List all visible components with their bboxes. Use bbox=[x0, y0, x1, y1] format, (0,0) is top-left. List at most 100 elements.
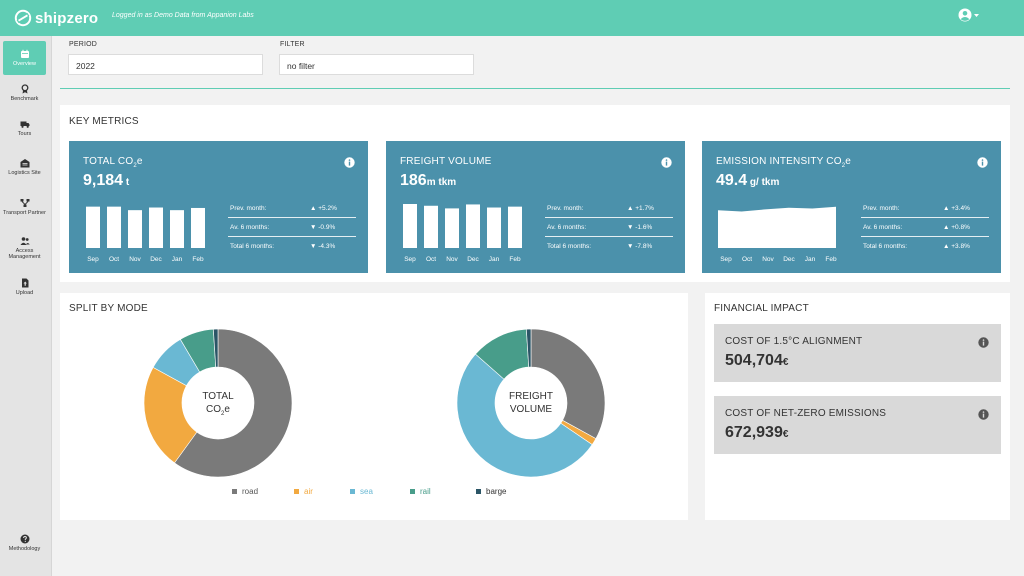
info-icon[interactable] bbox=[661, 157, 672, 168]
user-menu[interactable] bbox=[958, 8, 980, 22]
financial-impact-title: FINANCIAL IMPACT bbox=[714, 303, 809, 314]
month-tick-label: Sep bbox=[404, 256, 416, 263]
bar-sep bbox=[86, 206, 100, 248]
logged-in-text: Logged in as Demo Data from Appanion Lab… bbox=[112, 12, 254, 19]
month-tick-label: Feb bbox=[509, 256, 521, 263]
sidebar-item-access-management[interactable]: Access Management bbox=[3, 229, 46, 267]
key-metrics-title: KEY METRICS bbox=[69, 116, 139, 127]
legend-swatch bbox=[410, 489, 415, 494]
period-select[interactable]: 2022 bbox=[68, 54, 263, 75]
legend-swatch bbox=[232, 489, 237, 494]
legend-item-barge[interactable]: barge bbox=[476, 487, 506, 496]
stats-table: Prev. month: ▲ +5.2% Av. 6 months: ▼ -0.9%… bbox=[228, 199, 356, 256]
slice-road[interactable] bbox=[530, 328, 606, 440]
calendar-icon bbox=[20, 49, 29, 58]
stats-table: Prev. month: ▲ +3.4% Av. 6 months: ▲ +0.8%… bbox=[861, 199, 989, 256]
brand-name: shipzero bbox=[35, 9, 99, 27]
info-icon[interactable] bbox=[978, 337, 989, 348]
legend-swatch bbox=[294, 489, 299, 494]
legend-item-air[interactable]: air bbox=[294, 487, 313, 496]
metric-title: TOTAL CO2e bbox=[83, 156, 143, 169]
legend-swatch bbox=[350, 489, 355, 494]
month-tick-label: Feb bbox=[825, 256, 837, 263]
legend-swatch bbox=[476, 489, 481, 494]
stat-row: Av. 6 months: ▼ -0.9% bbox=[228, 218, 356, 237]
stat-row: Total 6 months: ▼ -4.3% bbox=[230, 243, 336, 250]
sidebar-item-upload[interactable]: Upload bbox=[3, 270, 46, 304]
slice-barge[interactable] bbox=[213, 328, 219, 368]
metric-title: EMISSION INTENSITY CO2e bbox=[716, 156, 852, 169]
emission-intensity-card: EMISSION INTENSITY CO2e 49.4 g/ tkm Sep O… bbox=[702, 141, 1001, 273]
info-icon[interactable] bbox=[977, 157, 988, 168]
stats-table: Prev. month: ▲ +1.7% Av. 6 months: ▼ -1.6%… bbox=[545, 199, 673, 256]
total-co2e-donut-chart bbox=[143, 328, 293, 478]
donut-center-label: FREIGHT VOLUME bbox=[509, 391, 553, 415]
info-icon[interactable] bbox=[344, 157, 355, 168]
month-tick-label: Jan bbox=[489, 256, 500, 263]
metric-value: 9,184 t bbox=[83, 172, 130, 189]
legend-item-rail[interactable]: rail bbox=[410, 487, 431, 496]
slice-sea[interactable] bbox=[456, 353, 593, 478]
stat-row: Prev. month: ▲ +3.4% bbox=[861, 199, 989, 218]
brand-logo[interactable]: shipzero bbox=[14, 9, 98, 27]
warehouse-icon bbox=[20, 158, 29, 168]
freight-volume-donut-chart bbox=[456, 328, 606, 478]
slice-barge[interactable] bbox=[526, 328, 532, 368]
stat-row: Prev. month: ▲ +1.7% bbox=[545, 199, 673, 218]
sidebar-item-benchmark[interactable]: Benchmark bbox=[3, 76, 46, 110]
mode-legend: road air sea rail barge bbox=[230, 487, 530, 499]
truck-icon bbox=[20, 121, 29, 128]
cost-net-zero-card: COST OF NET-ZERO EMISSIONS 672,939€ bbox=[714, 396, 1001, 454]
fin-card-value: 672,939€ bbox=[725, 424, 789, 441]
sidebar-item-label: Transport Partner bbox=[3, 209, 46, 216]
sidebar-item-label: Methodology bbox=[8, 545, 41, 552]
bar-feb bbox=[508, 206, 522, 248]
freight-volume-card: FREIGHT VOLUME 186m tkm Sep Oct Nov Dec Jan F… bbox=[386, 141, 685, 273]
stat-row: Prev. month: ▲ +5.2% bbox=[228, 199, 356, 218]
month-tick-label: Jan bbox=[172, 256, 183, 263]
sidebar-item-label: Upload bbox=[15, 289, 34, 296]
bar-nov bbox=[128, 210, 142, 248]
monthly-bar-chart: Sep Oct Nov Dec Jan Feb bbox=[403, 204, 522, 263]
stat-row: Total 6 months: ▲ +3.8% bbox=[863, 243, 970, 250]
legend-item-road[interactable]: road bbox=[232, 487, 258, 496]
donut-center-label: TOTAL CO2e bbox=[202, 391, 234, 417]
slice-road[interactable] bbox=[174, 328, 293, 478]
monthly-area-chart: Sep Oct Nov Dec Jan Feb bbox=[718, 206, 837, 263]
file-upload-icon bbox=[21, 278, 28, 288]
info-icon[interactable] bbox=[978, 409, 989, 420]
sidebar-item-tours[interactable]: Tours bbox=[3, 111, 46, 145]
month-tick-label: Sep bbox=[720, 256, 732, 263]
month-tick-label: Jan bbox=[805, 256, 816, 263]
month-tick-label: Feb bbox=[192, 256, 204, 263]
sidebar-item-methodology[interactable]: Methodology bbox=[3, 526, 46, 560]
shipzero-logo-icon bbox=[14, 9, 32, 27]
monthly-bar-chart: Sep Oct Nov Dec Jan Feb bbox=[86, 206, 205, 263]
sidebar-item-logistics-site[interactable]: Logistics Site bbox=[3, 148, 46, 186]
sidebar-item-overview[interactable]: Overview bbox=[3, 41, 46, 75]
sidebar: Overview Benchmark Tours Logistics Site … bbox=[0, 36, 52, 576]
bar-nov bbox=[445, 208, 459, 248]
award-icon bbox=[21, 84, 28, 94]
month-tick-label: Oct bbox=[109, 256, 119, 263]
month-tick-label: Dec bbox=[150, 256, 162, 263]
period-label: PERIOD bbox=[69, 41, 98, 48]
total-co2e-card: TOTAL CO2e 9,184 t Sep Oct Nov Dec Jan Feb Pr… bbox=[69, 141, 368, 273]
metric-value: 49.4 g/ tkm bbox=[716, 172, 780, 189]
sidebar-item-label: Logistics Site bbox=[8, 169, 41, 176]
metric-title: FREIGHT VOLUME bbox=[400, 156, 492, 167]
network-icon bbox=[20, 198, 29, 207]
fin-card-title: COST OF 1.5°C ALIGNMENT bbox=[725, 336, 863, 347]
month-tick-label: Nov bbox=[762, 256, 774, 263]
sidebar-item-transport-partner[interactable]: Transport Partner bbox=[3, 188, 46, 226]
user-circle-icon bbox=[958, 8, 972, 22]
filter-input[interactable]: no filter bbox=[279, 54, 474, 75]
month-tick-label: Sep bbox=[87, 256, 99, 263]
intensity-area bbox=[718, 206, 836, 248]
bar-feb bbox=[191, 207, 205, 248]
bar-sep bbox=[403, 204, 417, 248]
legend-item-sea[interactable]: sea bbox=[350, 487, 373, 496]
sidebar-item-label: Access Management bbox=[8, 247, 41, 261]
sidebar-item-label: Benchmark bbox=[10, 95, 39, 102]
top-bar: shipzero Logged in as Demo Data from App… bbox=[0, 0, 1024, 36]
